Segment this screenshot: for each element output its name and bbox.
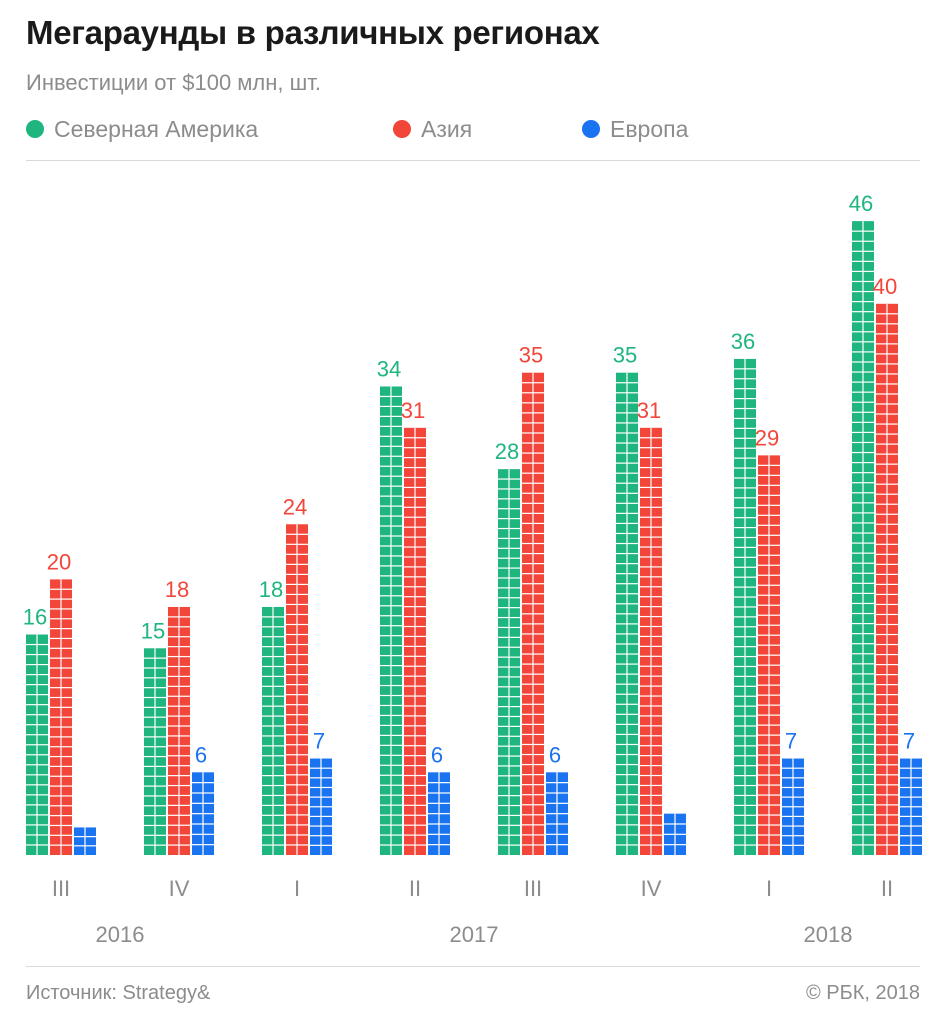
bar-europe [546, 772, 568, 855]
x-tick-label: III [52, 876, 70, 901]
data-label: 20 [47, 549, 71, 574]
legend: Северная Америка Азия Европа [0, 112, 945, 146]
bar-segment-line [178, 606, 180, 855]
legend-label: Северная Америка [54, 115, 259, 142]
bar-segment-line [768, 455, 770, 855]
bar-europe [664, 813, 686, 855]
bar-segment-line [390, 386, 392, 855]
bar-segment-line [556, 772, 558, 855]
year-label: 2016 [96, 922, 145, 947]
data-label: 7 [903, 729, 915, 754]
bar-asia [758, 455, 780, 855]
bar-segment-line [532, 372, 534, 855]
legend-label: Азия [421, 115, 473, 142]
legend-item-europe: Европа [582, 112, 688, 146]
year-label: 2017 [450, 922, 499, 947]
bar-asia [404, 427, 426, 855]
chart-title: Мегараунды в различных регионах [26, 14, 600, 51]
data-label: 15 [141, 618, 165, 643]
x-tick-label: III [524, 876, 542, 901]
bar-europe [74, 827, 96, 855]
bar-segment-line [650, 427, 652, 855]
x-tick-label: IV [169, 876, 190, 901]
data-label: 18 [259, 577, 283, 602]
bar-north-america [734, 358, 756, 855]
legend-item-asia: Азия [393, 112, 472, 146]
bar-segment-line [438, 772, 440, 855]
data-label: 35 [519, 343, 543, 368]
bar-segment-line [862, 221, 864, 855]
data-label: 34 [377, 356, 401, 381]
bar-europe [782, 758, 804, 855]
bar-segment-line [744, 358, 746, 855]
bar-europe [310, 758, 332, 855]
data-label: 6 [431, 742, 443, 767]
bar-north-america [262, 606, 284, 855]
x-tick-label: IV [641, 876, 662, 901]
bar-segment-line [154, 648, 156, 855]
bar-segment-line [626, 372, 628, 855]
bar-segment-line [84, 827, 86, 855]
data-label: 16 [23, 605, 47, 630]
bar-europe [192, 772, 214, 855]
x-tick-label: II [409, 876, 421, 901]
data-label: 7 [313, 729, 325, 754]
bar-segment-line [886, 303, 888, 855]
data-label: 31 [401, 398, 425, 423]
bar-asia [522, 372, 544, 855]
bar-asia [286, 524, 308, 855]
data-label: 24 [283, 494, 307, 519]
legend-item-north-america: Северная Америка [26, 112, 258, 146]
data-label: 18 [165, 577, 189, 602]
bar-europe [428, 772, 450, 855]
bar-segment-line [296, 524, 298, 855]
x-tick-label: II [881, 876, 893, 901]
year-label: 2018 [804, 922, 853, 947]
bar-segment-line [414, 427, 416, 855]
bar-asia [876, 303, 898, 855]
data-label: 6 [549, 742, 561, 767]
data-label: 6 [195, 742, 207, 767]
bar-segment-line [36, 634, 38, 855]
chart-subtitle: Инвестиции от $100 млн, шт. [26, 70, 322, 95]
bar-segment-line [320, 758, 322, 855]
data-label: 40 [873, 274, 897, 299]
bar-segment-line [910, 758, 912, 855]
bar-north-america [26, 634, 48, 855]
bar-segment-line [674, 813, 676, 855]
bar-north-america [144, 648, 166, 855]
x-tick-label: I [766, 876, 772, 901]
data-label: 31 [637, 398, 661, 423]
data-label: 46 [849, 191, 873, 216]
bar-asia [50, 579, 72, 855]
bar-asia [168, 606, 190, 855]
legend-dot-icon [393, 120, 411, 138]
bottom-divider [26, 966, 920, 967]
x-tick-label: I [294, 876, 300, 901]
bar-asia [640, 427, 662, 855]
bar-segment-line [272, 606, 274, 855]
legend-dot-icon [26, 120, 44, 138]
data-label: 36 [731, 329, 755, 354]
data-label: 28 [495, 439, 519, 464]
copyright-note: © РБК, 2018 [805, 982, 920, 1004]
legend-label: Европа [610, 115, 689, 142]
bar-north-america [498, 469, 520, 855]
bar-segment-line [792, 758, 794, 855]
bar-europe [900, 758, 922, 855]
data-label: 7 [785, 729, 797, 754]
top-divider [26, 160, 920, 161]
bar-segment-line [60, 579, 62, 855]
bar-north-america [852, 221, 874, 855]
data-label: 29 [755, 425, 779, 450]
bar-segment-line [508, 469, 510, 855]
legend-dot-icon [582, 120, 600, 138]
bar-north-america [616, 372, 638, 855]
bar-north-america [380, 386, 402, 855]
bar-segment-line [202, 772, 204, 855]
source-note: Источник: Strategy& [26, 982, 211, 1004]
data-label: 35 [613, 343, 637, 368]
